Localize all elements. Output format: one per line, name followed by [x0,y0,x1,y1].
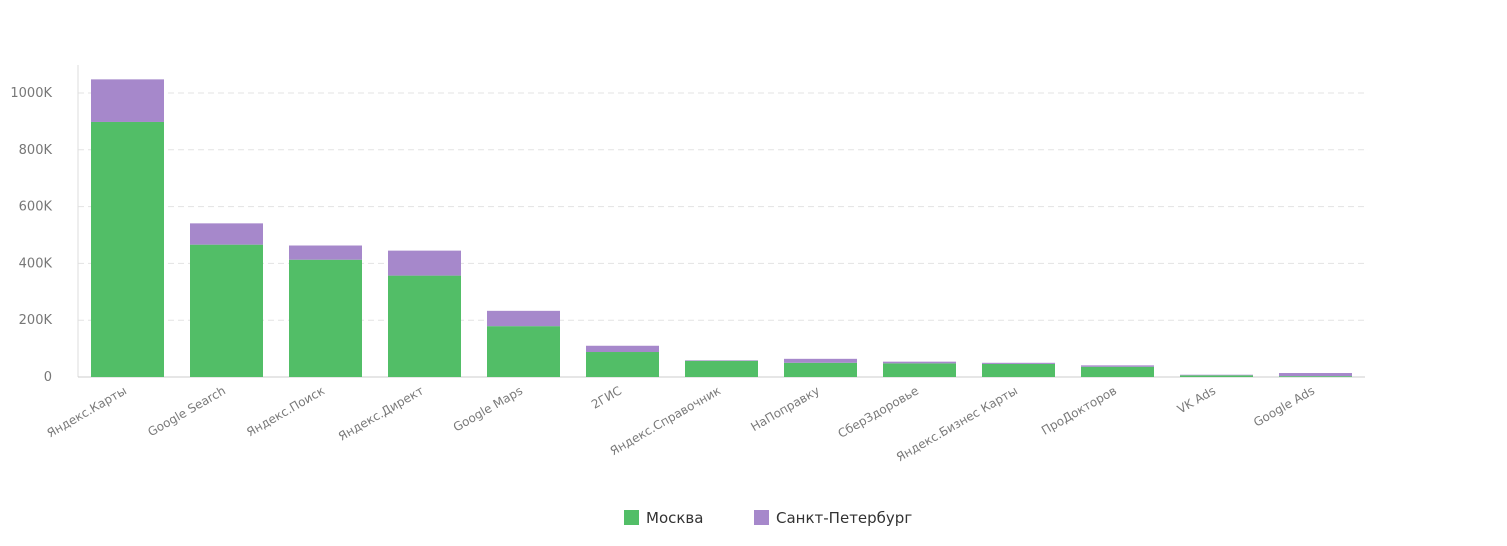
bar-segment-spb [388,250,461,276]
legend-label: Санкт-Петербург [776,509,912,527]
bar-segment-spb [982,362,1055,364]
bar-segment-moscow [289,259,362,377]
bar-segment-moscow [388,275,461,377]
bar-segment-moscow [883,363,956,377]
x-tick-label: Яндекс.Справочник [608,383,723,458]
bar-segment-spb [586,345,659,353]
x-tick-label: 2ГИС [589,383,624,411]
y-tick-label: 0 [44,370,52,385]
bar-segment-spb [685,360,758,361]
bar-segment-moscow [190,244,263,377]
bar-segment-moscow [1081,366,1154,377]
bar-segment-spb [91,79,164,122]
x-tick-label: Google Maps [451,383,525,434]
bar-segment-spb [190,223,263,245]
y-tick-label: 200K [19,313,53,328]
y-tick-label: 1000K [10,86,52,101]
y-tick-label: 800K [19,143,53,158]
bar-segment-spb [289,245,362,260]
x-tick-label: ПроДокторов [1039,383,1119,437]
bar-segment-moscow [1279,376,1352,377]
bar-segment-moscow [982,363,1055,377]
x-tick-label: СберЗдоровье [836,383,921,440]
legend-swatch [624,510,639,525]
x-tick-label: VK Ads [1175,383,1218,416]
legend-label: Москва [646,509,703,527]
bar-segment-moscow [586,352,659,377]
y-tick-label: 600K [19,200,53,215]
bar-segment-spb [883,361,956,364]
bar-segment-spb [487,310,560,327]
x-tick-label: Google Ads [1251,383,1317,429]
y-tick-label: 400K [19,256,53,271]
bar-segment-moscow [784,362,857,377]
x-tick-label: Яндекс.Директ [336,383,426,443]
x-tick-label: Яндекс.Карты [45,383,129,440]
bar-segment-moscow [91,121,164,377]
x-tick-label: Яндекс.Поиск [244,383,327,439]
bar-segment-spb [1081,365,1154,367]
bar-segment-moscow [685,360,758,377]
x-tick-label: НаПоправку [748,383,822,434]
bar-segment-moscow [487,326,560,377]
bar-segment-spb [784,358,857,363]
bar-segment-spb [1279,373,1352,377]
bar-segment-moscow [1180,375,1253,377]
bar-segment-spb [1180,374,1253,376]
x-tick-label: Google Search [145,383,228,439]
legend-swatch [754,510,769,525]
